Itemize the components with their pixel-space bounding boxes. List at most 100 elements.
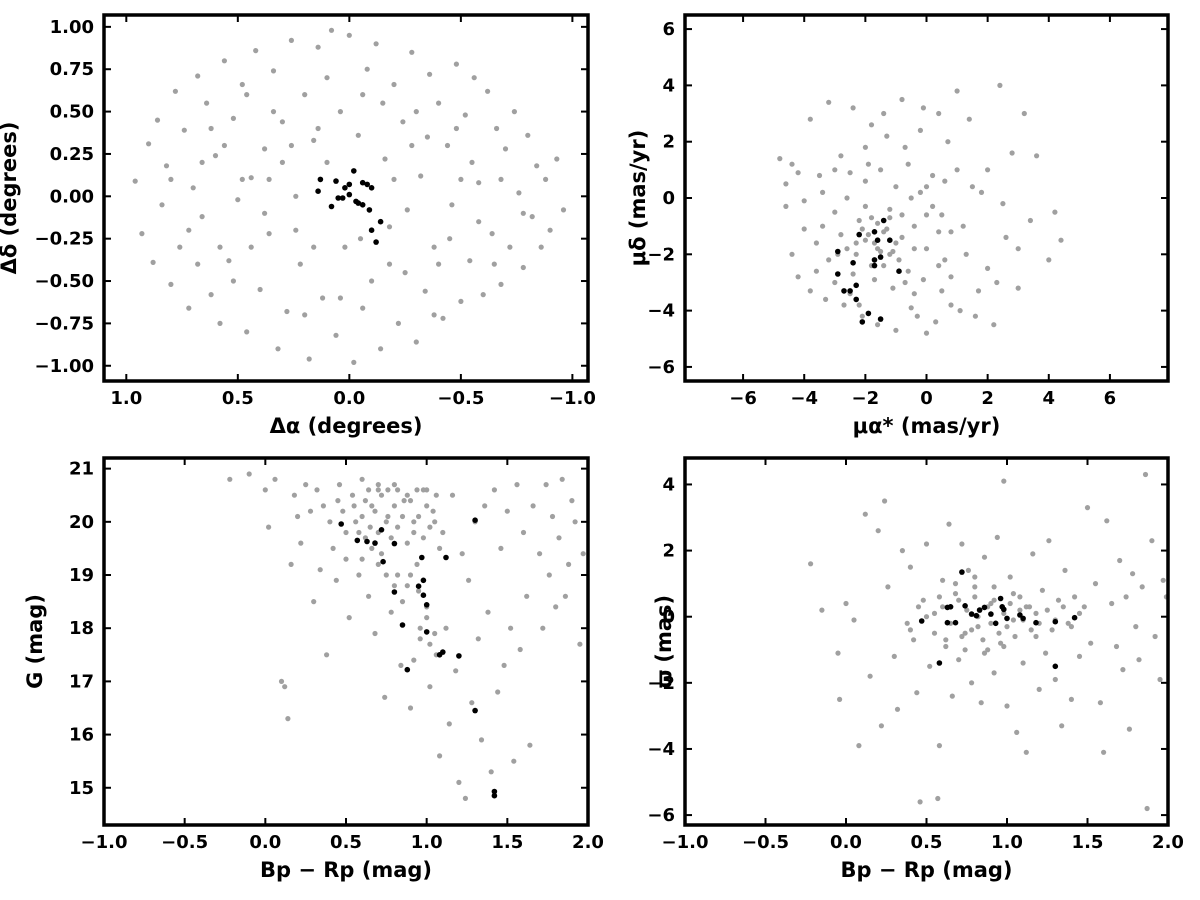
field-star-point-141 xyxy=(335,498,341,504)
field-star-point-42 xyxy=(1034,153,1040,159)
field-star-point-82 xyxy=(853,240,859,246)
field-star-point-52 xyxy=(862,237,869,243)
field-star-point-89 xyxy=(1149,538,1155,544)
field-star-point-132 xyxy=(391,176,397,182)
field-star-point-37 xyxy=(972,584,978,590)
field-star-point-63 xyxy=(930,203,936,209)
field-star-point-2 xyxy=(262,487,268,493)
field-star-point-123 xyxy=(404,492,410,498)
field-star-point-109 xyxy=(890,248,896,255)
field-star-point-61 xyxy=(462,795,468,802)
field-star-point-49 xyxy=(832,209,838,215)
field-star-point-65 xyxy=(1062,567,1068,574)
field-star-point-2 xyxy=(835,650,841,656)
field-star-point-47 xyxy=(1004,703,1010,709)
field-star-point-109 xyxy=(491,261,497,267)
field-star-point-23 xyxy=(239,81,245,88)
field-star-point-77 xyxy=(923,212,930,218)
field-star-point-7 xyxy=(285,716,291,722)
field-star-point-6 xyxy=(163,163,170,169)
member-star-point-19 xyxy=(404,666,411,673)
member-star-point-13 xyxy=(997,595,1004,602)
field-star-point-90 xyxy=(1152,633,1158,640)
field-star-point-56 xyxy=(446,721,452,727)
field-star-point-102 xyxy=(980,637,986,643)
field-star-point-78 xyxy=(485,88,491,94)
field-star-point-73 xyxy=(1092,581,1099,587)
field-star-point-7 xyxy=(168,281,174,287)
field-star-point-3 xyxy=(266,524,272,530)
x-tick-label: −1.0 xyxy=(662,832,709,853)
y-tick-label: −0.75 xyxy=(35,313,95,334)
y-axis-label: G (mag) xyxy=(23,594,47,689)
plot-frame xyxy=(683,456,1170,827)
field-star-point-4 xyxy=(272,476,278,482)
member-star-point-3 xyxy=(887,237,893,243)
y-tick-label: 15 xyxy=(69,778,94,799)
field-star-point-104 xyxy=(1015,246,1021,252)
field-star-point-129 xyxy=(266,176,272,182)
field-star-point-30 xyxy=(949,693,955,699)
field-star-point-98 xyxy=(359,513,365,520)
field-star-point-90 xyxy=(538,244,544,250)
field-star-point-76 xyxy=(1104,518,1110,524)
field-star-point-103 xyxy=(357,236,364,242)
member-star-point-18 xyxy=(456,653,462,659)
field-star-point-45 xyxy=(411,519,417,525)
field-star-point-3 xyxy=(795,170,801,176)
y-tick-label: 6 xyxy=(662,19,675,40)
field-star-point-56 xyxy=(386,224,393,230)
field-star-point-95 xyxy=(186,227,192,233)
field-star-point-25 xyxy=(935,795,941,802)
member-star-point-0 xyxy=(918,618,925,624)
field-star-point-59 xyxy=(905,268,911,274)
field-star-point-68 xyxy=(813,240,820,246)
field-star-point-8 xyxy=(172,88,178,94)
field-star-point-72 xyxy=(498,545,504,552)
y-tick-label: 0 xyxy=(662,607,675,628)
x-tick-label: −2 xyxy=(852,388,880,409)
x-axis-label: μα* (mas/yr) xyxy=(853,414,1001,438)
field-star-point-35 xyxy=(293,193,299,199)
field-star-point-66 xyxy=(431,244,437,250)
field-star-point-55 xyxy=(443,625,449,631)
y-axis-label: μδ (mas/yr) xyxy=(626,130,650,267)
field-star-point-24 xyxy=(343,556,349,562)
field-star-point-7 xyxy=(820,189,826,195)
y-tick-label: 1.00 xyxy=(50,17,94,38)
field-star-point-6 xyxy=(813,268,820,274)
member-star-point-18 xyxy=(850,260,856,266)
field-star-point-114 xyxy=(1028,627,1034,633)
field-star-point-14 xyxy=(311,599,317,605)
field-star-point-94 xyxy=(560,207,567,213)
member-star-point-22 xyxy=(491,792,498,799)
y-tick-label: −0.25 xyxy=(35,229,95,250)
field-star-point-63 xyxy=(1055,597,1062,603)
field-star-point-92 xyxy=(1160,577,1166,583)
field-star-point-121 xyxy=(385,487,391,493)
field-star-point-13 xyxy=(891,653,897,660)
member-star-point-4 xyxy=(952,619,959,626)
field-star-point-113 xyxy=(420,535,426,541)
field-star-point-129 xyxy=(424,615,430,621)
field-star-point-92 xyxy=(547,227,553,233)
field-star-point-14 xyxy=(894,706,901,712)
field-star-point-13 xyxy=(195,73,201,79)
field-star-point-54 xyxy=(378,346,384,352)
field-star-point-117 xyxy=(1044,607,1050,613)
field-star-point-9 xyxy=(875,528,881,534)
member-star-point-2 xyxy=(364,538,370,545)
member-star-point-7 xyxy=(419,554,425,561)
field-star-point-20 xyxy=(226,258,232,264)
field-star-point-101 xyxy=(372,508,378,514)
field-star-point-41 xyxy=(398,662,404,669)
field-star-point-134 xyxy=(411,657,417,663)
field-star-point-80 xyxy=(1120,667,1126,673)
field-star-point-122 xyxy=(931,630,938,636)
field-star-point-105 xyxy=(388,535,394,541)
member-star-point-8 xyxy=(896,268,902,275)
y-tick-label: 17 xyxy=(69,671,94,692)
field-star-point-50 xyxy=(427,684,433,690)
field-star-point-41 xyxy=(1027,217,1033,224)
field-star-point-82 xyxy=(530,503,536,509)
